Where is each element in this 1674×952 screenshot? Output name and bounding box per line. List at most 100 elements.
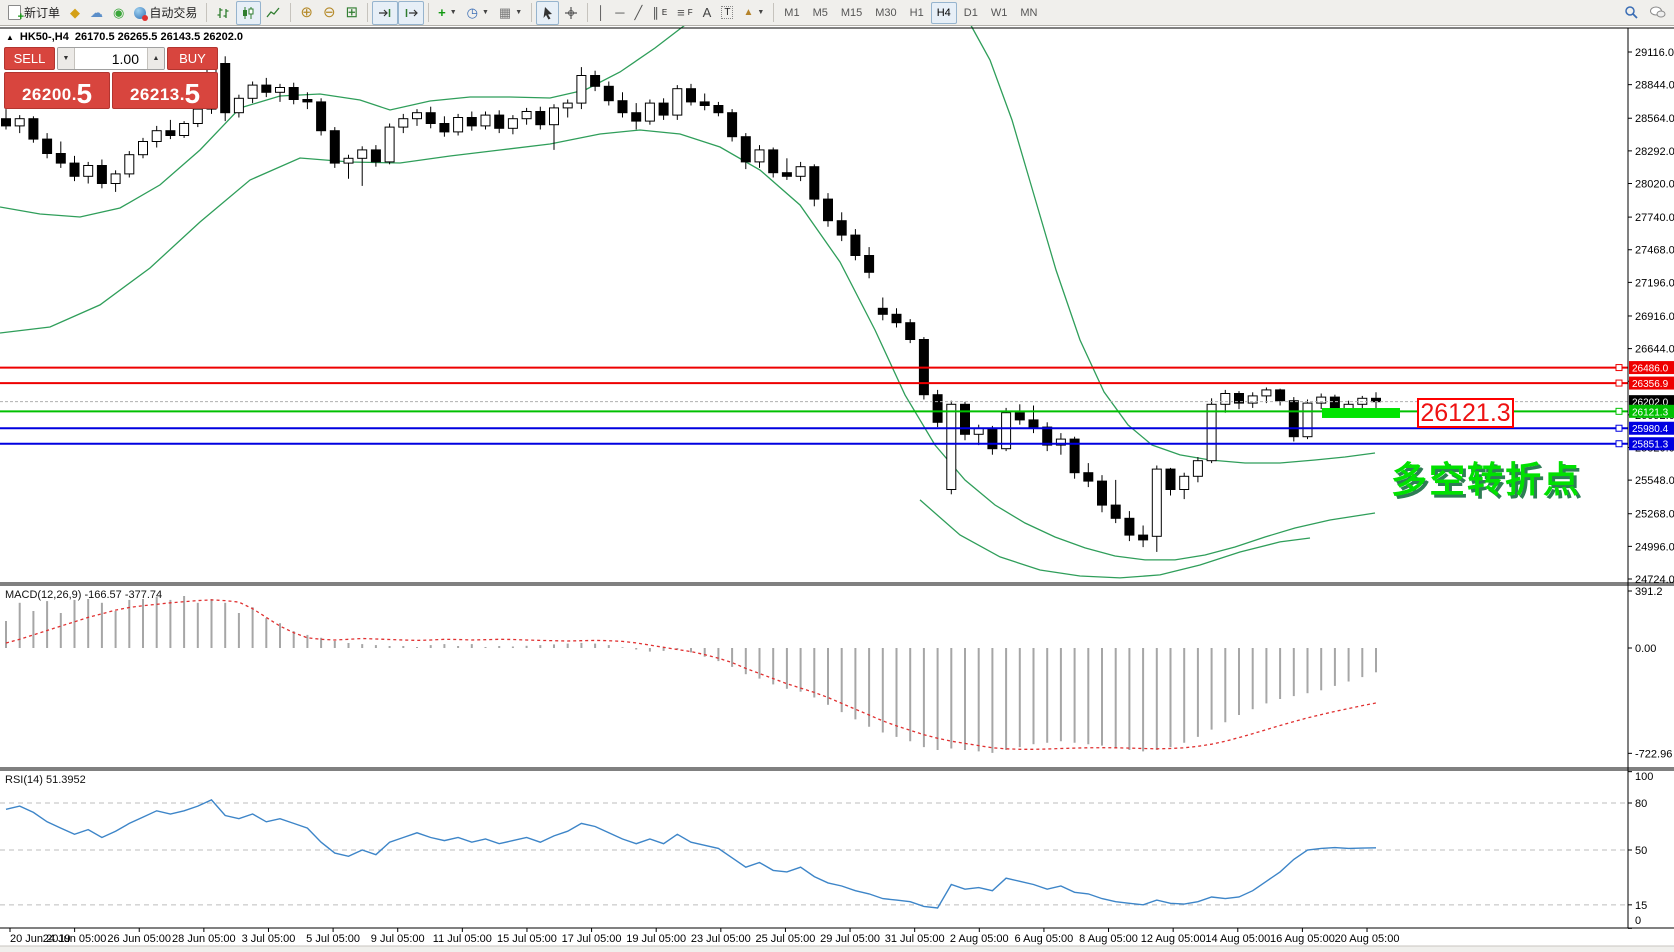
deposit-button[interactable]: ◆ — [65, 1, 85, 25]
price-tick: 24724.0 — [1635, 574, 1674, 586]
arrows-tool-icon: ▲ — [743, 6, 754, 18]
indicators-button[interactable]: + ▼ — [433, 1, 462, 25]
signals-button[interactable]: ◉ — [108, 1, 129, 25]
templates-button[interactable]: ▦ ▼ — [494, 1, 527, 25]
axis-badge-text: 26486.0 — [1632, 364, 1669, 375]
candlestick-chart-icon — [243, 6, 254, 19]
volume-decrease-button[interactable]: ▼ — [58, 48, 75, 69]
auto-trade-button[interactable]: 自动交易 — [129, 1, 202, 25]
axis-badge-text: 26202.0 — [1632, 398, 1669, 409]
timeframe-W1[interactable]: W1 — [990, 6, 1008, 19]
volume-increase-button[interactable]: ▲ — [147, 48, 164, 69]
volume-field[interactable]: 1.00 — [111, 50, 139, 67]
chat-button[interactable] — [1644, 1, 1671, 25]
price-tick: 25548.0 — [1635, 475, 1674, 487]
symbol-ohlc: 26170.5 26265.5 26143.5 26202.0 — [74, 31, 244, 43]
toolbar: + 新订单 ◆ ☁ ◉ 自动交易 ⊕ ⊖ ⊞ + ▼ ◷ ▼ ▦ ▼ │ ─ ╱ ∥ E… — [0, 0, 1674, 26]
zoom-in-button[interactable]: ⊕ — [295, 1, 318, 25]
candlestick-chart-button[interactable] — [236, 0, 262, 25]
horizontal-line-button[interactable]: ─ — [610, 1, 629, 25]
timeframe-D1[interactable]: D1 — [963, 6, 978, 19]
tile-windows-icon: ⊞ — [345, 4, 359, 21]
buy-price-frac: 5 — [184, 77, 201, 109]
support-button[interactable]: ☁ — [85, 1, 108, 25]
timeframe-M5[interactable]: M5 — [812, 6, 828, 19]
template-icon: ▦ — [498, 5, 512, 20]
tile-windows-button[interactable]: ⊞ — [341, 1, 364, 25]
date-tick: 6 Aug 05:00 — [1015, 933, 1074, 945]
timeframe-MN[interactable]: MN — [1020, 6, 1038, 19]
gold-icon: ◆ — [70, 5, 81, 20]
price-tick: 25268.0 — [1635, 509, 1674, 521]
indicators-icon: + — [438, 5, 446, 20]
price-tick: 27468.0 — [1635, 245, 1674, 257]
label-tool-button[interactable]: T — [716, 1, 738, 25]
caret-down-icon: ▼ — [481, 9, 489, 16]
timeframe-M15[interactable]: M15 — [840, 6, 863, 19]
bollinger-band-3 — [919, 499, 1311, 579]
date-tick: 31 Jul 05:00 — [885, 933, 945, 945]
date-tick: 17 Jul 05:00 — [562, 933, 622, 945]
timeframe-M30[interactable]: M30 — [875, 6, 897, 19]
axis-badge-text: 25851.3 — [1632, 440, 1669, 451]
date-tick: 24 Jun 05:00 — [43, 933, 107, 945]
horizontal-line-icon: ─ — [615, 5, 625, 20]
auto-trade-label: 自动交易 — [149, 6, 198, 20]
search-icon — [1625, 6, 1638, 19]
level-line-anchor-1 — [1615, 379, 1623, 387]
signal-icon: ◉ — [113, 5, 125, 20]
channel-button[interactable]: ∥ E — [647, 1, 672, 25]
timeframe-M1[interactable]: M1 — [784, 6, 800, 19]
buy-price-button[interactable]: 26213 . 5 — [112, 72, 218, 109]
periods-button[interactable]: ◷ ▼ — [462, 1, 494, 25]
buy-price-main: 26213 — [129, 85, 180, 104]
axis-badge-text: 25980.4 — [1632, 424, 1669, 435]
timeframe-H1[interactable]: H1 — [909, 6, 924, 19]
date-tick: 28 Jun 05:00 — [172, 933, 236, 945]
bar-chart-button[interactable] — [211, 1, 236, 25]
one-click-trading-panel: SELL ▼ 1.00 ▲ BUY 26200 . 5 26213 . 5 — [4, 47, 218, 109]
fibonacci-icon: ≡ — [677, 5, 685, 20]
shift-chart-button[interactable] — [398, 0, 425, 25]
timeframe-H4[interactable]: H4 — [930, 1, 957, 24]
fibo-sub-label: F — [687, 8, 693, 17]
trend-line-icon: ╱ — [634, 5, 643, 20]
trend-line-button[interactable]: ╱ — [630, 1, 648, 25]
level-line-anchor-2 — [1615, 407, 1623, 415]
text-tool-button[interactable]: A — [698, 1, 717, 25]
search-button[interactable] — [1619, 1, 1644, 25]
fibonacci-button[interactable]: ≡ F — [672, 1, 697, 25]
arrows-tool-button[interactable]: ▲ ▼ — [738, 1, 769, 25]
date-tick: 20 Aug 05:00 — [1335, 933, 1400, 945]
date-tick: 3 Jul 05:00 — [242, 933, 296, 945]
line-chart-button[interactable] — [261, 1, 286, 25]
axis-badge-0 — [1629, 361, 1674, 375]
cursor-button[interactable] — [536, 0, 560, 25]
date-tick: 15 Jul 05:00 — [497, 933, 557, 945]
sell-price-main: 26200 — [21, 85, 72, 104]
auto-scroll-button[interactable] — [372, 0, 399, 25]
crosshair-button[interactable] — [559, 1, 583, 25]
buy-button[interactable]: BUY — [167, 47, 218, 70]
vertical-line-button[interactable]: │ — [592, 1, 610, 25]
collapse-icon[interactable]: ▲ — [6, 32, 14, 42]
axis-badge-3 — [1629, 404, 1674, 418]
symbol-title: HK50-,H4 — [19, 31, 69, 43]
macd-histogram — [5, 596, 1377, 753]
macd-axis-label: 0.00 — [1635, 643, 1656, 655]
date-tick: 2 Aug 05:00 — [950, 933, 1009, 945]
date-tick: 16 Aug 05:00 — [1270, 933, 1335, 945]
new-order-button[interactable]: + 新订单 — [3, 1, 65, 25]
sell-price-button[interactable]: 26200 . 5 — [4, 72, 110, 109]
date-tick: 11 Jul 05:00 — [433, 933, 492, 945]
zoom-out-button[interactable]: ⊖ — [318, 1, 341, 25]
clock-icon: ◷ — [466, 5, 478, 20]
axis-badge-1 — [1629, 376, 1674, 390]
globe-icon — [134, 6, 149, 21]
bar-chart-icon — [217, 7, 229, 18]
channel-icon: ∥ — [652, 5, 659, 20]
rsi-label: RSI(14) 51.3952 — [5, 774, 86, 786]
bollinger-band-2 — [0, 129, 1376, 561]
sell-button[interactable]: SELL — [4, 47, 55, 70]
